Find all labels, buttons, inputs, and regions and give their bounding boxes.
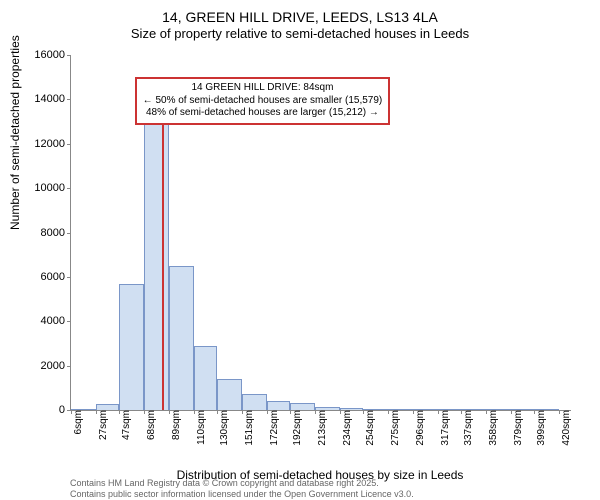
x-tick-mark xyxy=(388,410,389,414)
histogram-bar xyxy=(169,266,194,410)
y-tick-mark xyxy=(67,233,71,234)
x-tick-mark xyxy=(511,410,512,414)
histogram-bar xyxy=(315,407,340,410)
x-tick-label: 47sqm xyxy=(115,410,132,440)
histogram-bar xyxy=(461,409,486,410)
x-tick-mark xyxy=(340,410,341,414)
histogram-bar xyxy=(290,403,315,410)
y-tick-label: 16000 xyxy=(34,49,71,61)
histogram-bar xyxy=(363,409,388,410)
x-tick-label: 234sqm xyxy=(336,410,353,446)
histogram-bar xyxy=(267,401,291,410)
attribution-line-2: Contains public sector information licen… xyxy=(70,489,414,500)
histogram-bar xyxy=(511,409,535,410)
x-tick-mark xyxy=(71,410,72,414)
y-tick-mark xyxy=(67,188,71,189)
x-tick-mark xyxy=(119,410,120,414)
histogram-bar xyxy=(119,284,144,410)
x-tick-label: 379sqm xyxy=(507,410,524,446)
x-tick-label: 130sqm xyxy=(213,410,230,446)
plot-area: 02000400060008000100001200014000160006sq… xyxy=(70,55,571,411)
y-tick-label: 12000 xyxy=(34,138,71,150)
x-tick-mark xyxy=(315,410,316,414)
y-tick-label: 14000 xyxy=(34,93,71,105)
x-tick-label: 317sqm xyxy=(434,410,451,446)
title-line-2: Size of property relative to semi-detach… xyxy=(0,26,600,43)
x-tick-mark xyxy=(534,410,535,414)
histogram-bar xyxy=(71,409,96,410)
x-tick-mark xyxy=(559,410,560,414)
histogram-bar xyxy=(486,409,511,410)
x-tick-mark xyxy=(486,410,487,414)
marker-line xyxy=(162,84,164,410)
x-tick-mark xyxy=(290,410,291,414)
y-tick-mark xyxy=(67,99,71,100)
x-tick-mark xyxy=(267,410,268,414)
histogram-bar xyxy=(413,409,438,410)
attribution-line-1: Contains HM Land Registry data © Crown c… xyxy=(70,478,414,489)
y-tick-mark xyxy=(67,277,71,278)
x-tick-label: 420sqm xyxy=(555,410,572,446)
y-tick-mark xyxy=(67,321,71,322)
histogram-bar xyxy=(217,379,242,410)
y-tick-mark xyxy=(67,144,71,145)
x-tick-label: 337sqm xyxy=(457,410,474,446)
x-tick-label: 399sqm xyxy=(530,410,547,446)
x-tick-label: 172sqm xyxy=(263,410,280,446)
y-axis-label: Number of semi-detached properties xyxy=(8,35,22,230)
x-tick-label: 254sqm xyxy=(359,410,376,446)
x-tick-label: 296sqm xyxy=(409,410,426,446)
histogram-bar xyxy=(340,408,364,410)
x-tick-mark xyxy=(144,410,145,414)
histogram-bar xyxy=(388,409,413,410)
x-tick-label: 213sqm xyxy=(311,410,328,446)
x-tick-mark xyxy=(242,410,243,414)
x-tick-mark xyxy=(96,410,97,414)
title-line-1: 14, GREEN HILL DRIVE, LEEDS, LS13 4LA xyxy=(0,8,600,26)
x-tick-label: 6sqm xyxy=(67,410,84,434)
x-tick-label: 89sqm xyxy=(165,410,182,440)
x-tick-mark xyxy=(217,410,218,414)
x-tick-mark xyxy=(194,410,195,414)
histogram-bar xyxy=(194,346,218,410)
x-tick-mark xyxy=(363,410,364,414)
y-tick-label: 10000 xyxy=(34,182,71,194)
histogram-chart: 14, GREEN HILL DRIVE, LEEDS, LS13 4LA Si… xyxy=(0,0,600,500)
histogram-bar xyxy=(534,409,559,410)
histogram-bar xyxy=(242,394,267,410)
annotation-line-2: ← 50% of semi-detached houses are smalle… xyxy=(143,95,383,108)
x-tick-label: 192sqm xyxy=(286,410,303,446)
x-tick-mark xyxy=(413,410,414,414)
x-tick-mark xyxy=(438,410,439,414)
x-tick-label: 151sqm xyxy=(238,410,255,446)
histogram-bar xyxy=(144,119,169,410)
histogram-bar xyxy=(438,409,462,410)
attribution-text: Contains HM Land Registry data © Crown c… xyxy=(70,478,414,500)
x-tick-label: 275sqm xyxy=(384,410,401,446)
y-tick-mark xyxy=(67,366,71,367)
x-tick-mark xyxy=(169,410,170,414)
histogram-bar xyxy=(96,404,120,410)
x-tick-label: 68sqm xyxy=(140,410,157,440)
x-tick-label: 110sqm xyxy=(190,410,207,445)
x-tick-label: 27sqm xyxy=(92,410,109,440)
x-tick-label: 358sqm xyxy=(482,410,499,446)
annotation-box: 14 GREEN HILL DRIVE: 84sqm← 50% of semi-… xyxy=(135,77,391,125)
x-tick-mark xyxy=(461,410,462,414)
chart-title: 14, GREEN HILL DRIVE, LEEDS, LS13 4LA Si… xyxy=(0,0,600,43)
annotation-line-3: 48% of semi-detached houses are larger (… xyxy=(143,107,383,120)
y-tick-mark xyxy=(67,55,71,56)
annotation-line-1: 14 GREEN HILL DRIVE: 84sqm xyxy=(143,82,383,95)
